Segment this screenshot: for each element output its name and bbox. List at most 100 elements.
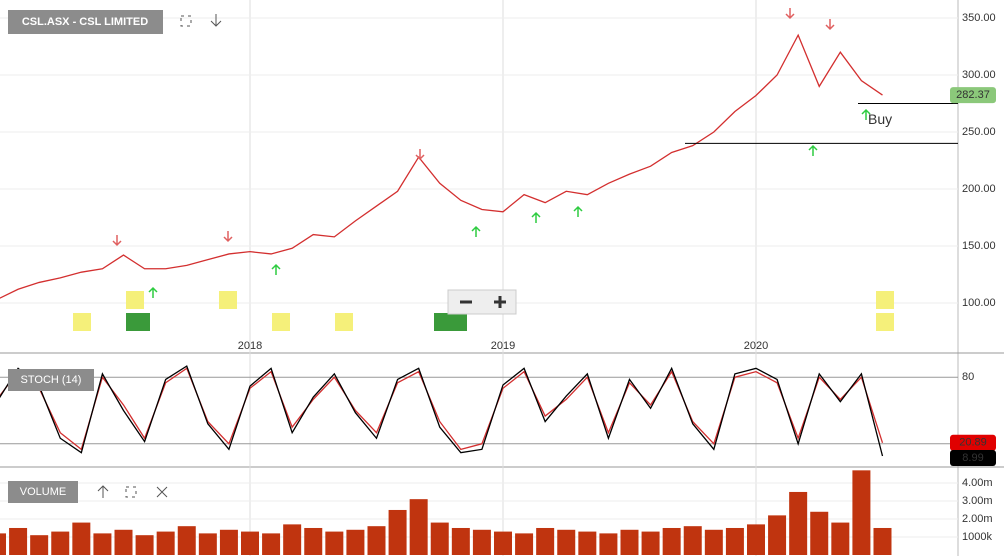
volume-bar xyxy=(472,529,491,555)
volume-bar xyxy=(430,522,449,555)
volume-bar xyxy=(0,533,7,555)
price-line xyxy=(0,367,884,451)
event-icon xyxy=(443,313,467,331)
price-line xyxy=(0,365,884,457)
note-icon xyxy=(73,313,91,331)
sell-signal xyxy=(415,149,425,161)
up-icon[interactable] xyxy=(97,485,109,498)
last-value-tag xyxy=(950,87,996,104)
buy-signal xyxy=(531,211,541,223)
volume-bar xyxy=(789,491,808,555)
y-tick-label: 2.00m xyxy=(962,513,993,525)
fullscreen-icon[interactable] xyxy=(125,486,137,498)
y-tick-label: 300.00 xyxy=(962,69,996,81)
volume-bar xyxy=(873,527,892,555)
volume-bar xyxy=(72,522,91,555)
note-icon xyxy=(876,291,894,309)
volume-bar xyxy=(831,522,850,555)
x-tick-label: 2020 xyxy=(744,340,768,352)
volume-bar xyxy=(388,509,407,555)
volume-bar xyxy=(536,527,555,555)
volume-bar xyxy=(241,531,259,555)
chart-title: CSL.ASX - CSL LIMITED xyxy=(22,16,148,28)
volume-bar xyxy=(346,529,365,555)
volume-bar xyxy=(409,499,428,555)
volume-bar xyxy=(599,533,618,555)
sell-signal xyxy=(825,19,835,31)
volume-bar xyxy=(493,531,512,555)
fullscreen-icon[interactable] xyxy=(180,15,192,27)
y-tick-label: 1000k xyxy=(962,531,992,543)
volume-bar xyxy=(304,527,323,555)
last-value-tag xyxy=(950,434,996,451)
volume-bar xyxy=(557,529,576,555)
buy-signal xyxy=(808,144,818,156)
price-line xyxy=(0,33,883,299)
volume-bar xyxy=(451,527,470,555)
last-value-label: 282.37 xyxy=(956,89,990,101)
volume-bar xyxy=(283,524,302,555)
volume-bar xyxy=(93,533,112,555)
volume-bar xyxy=(51,531,70,555)
y-tick-label: 4.00m xyxy=(962,477,993,489)
down-icon[interactable] xyxy=(210,14,222,27)
buy-signal xyxy=(271,263,281,275)
volume-bar xyxy=(662,527,681,555)
buy-signal xyxy=(573,205,583,217)
volume-bar xyxy=(725,527,744,555)
volume-bar xyxy=(367,526,386,555)
sell-signal xyxy=(785,8,795,20)
last-value-label: 8.99 xyxy=(962,452,983,464)
y-tick-label: 350.00 xyxy=(962,12,996,24)
y-tick-label: 250.00 xyxy=(962,126,996,138)
stoch-button[interactable] xyxy=(8,369,94,391)
x-tick-label: 2019 xyxy=(491,340,515,352)
volume-bar xyxy=(177,526,196,555)
buy-signal xyxy=(471,225,481,237)
last-value-tag xyxy=(950,450,996,467)
volume-title: VOLUME xyxy=(20,486,66,498)
volume-bar xyxy=(746,524,765,555)
y-tick-label: 3.00m xyxy=(962,495,993,507)
volume-bar xyxy=(641,531,660,555)
stoch-title: STOCH (14) xyxy=(21,374,82,386)
y-tick-label: 200.00 xyxy=(962,183,996,195)
volume-bar xyxy=(219,529,238,555)
sell-signal xyxy=(223,231,233,243)
title-button[interactable] xyxy=(8,10,163,34)
sell-signal xyxy=(112,235,122,247)
note-icon xyxy=(876,313,894,331)
volume-bar xyxy=(578,531,597,555)
volume-bar xyxy=(768,515,787,555)
y-tick-label: 80 xyxy=(962,371,974,383)
note-icon xyxy=(219,291,237,309)
close-icon[interactable] xyxy=(156,486,168,498)
note-icon xyxy=(272,313,290,331)
buy-signal xyxy=(861,108,871,120)
volume-bar xyxy=(135,535,154,555)
volume-bar xyxy=(810,511,829,555)
volume-bar xyxy=(156,531,175,555)
volume-bar xyxy=(262,533,281,555)
zoom-in[interactable] xyxy=(494,296,506,308)
volume-bar xyxy=(9,527,28,555)
annotation: Buy xyxy=(868,111,892,127)
volume-bar xyxy=(620,529,639,555)
volume-bar xyxy=(515,533,534,555)
volume-bar xyxy=(114,529,133,555)
volume-bar xyxy=(198,533,217,555)
event-icon xyxy=(126,313,150,331)
volume-bar xyxy=(30,535,49,555)
x-tick-label: 2018 xyxy=(238,340,262,352)
y-tick-label: 150.00 xyxy=(962,240,996,252)
last-value-label: 20.89 xyxy=(959,437,987,449)
volume-bar xyxy=(683,526,702,555)
volume-bar xyxy=(704,529,723,555)
volume-bar xyxy=(325,531,344,555)
volume-button[interactable] xyxy=(8,481,78,503)
note-icon xyxy=(335,313,353,331)
y-tick-label: 100.00 xyxy=(962,297,996,309)
buy-signal xyxy=(148,286,158,298)
